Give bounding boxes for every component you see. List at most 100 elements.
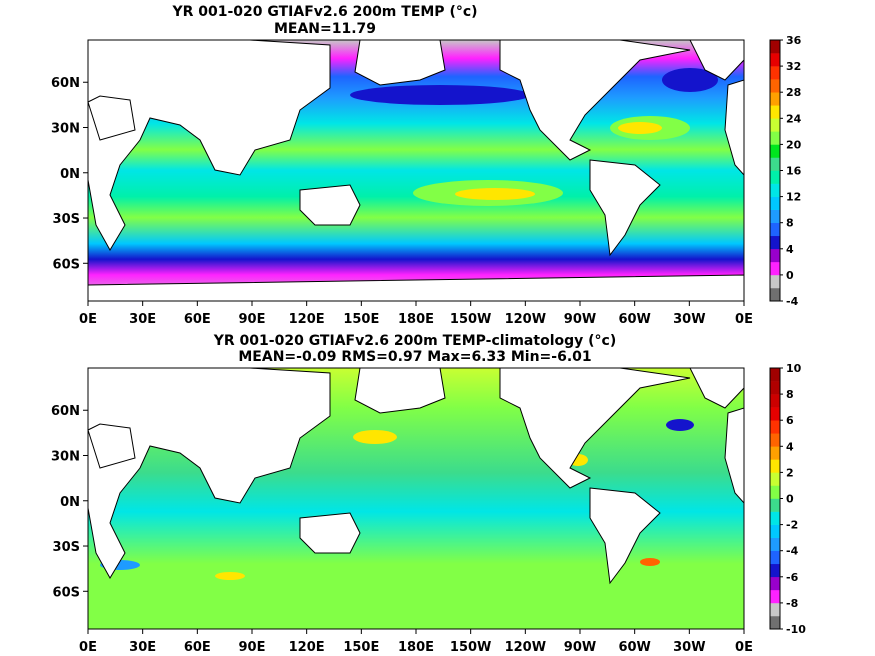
colorbar-swatch bbox=[770, 105, 780, 119]
colorbar-tick-label: 32 bbox=[786, 60, 801, 73]
colorbar-swatch bbox=[770, 394, 780, 408]
colorbar-swatch bbox=[770, 433, 780, 447]
colorbar-tick-label: 28 bbox=[786, 86, 801, 99]
colorbar-swatch bbox=[770, 235, 780, 250]
x-tick-label: 120E bbox=[289, 312, 325, 327]
panel-1-land bbox=[87, 39, 745, 302]
colorbar-swatch bbox=[770, 537, 780, 551]
panel-1: YR 001-020 GTIAFv2.6 200m TEMP (°c) MEAN… bbox=[51, 4, 802, 327]
colorbar-swatch bbox=[770, 446, 780, 460]
colorbar-tick-label: 0 bbox=[786, 493, 794, 506]
colorbar-tick-label: 4 bbox=[786, 440, 794, 453]
colorbar-swatch bbox=[770, 576, 780, 591]
colorbar-swatch bbox=[770, 170, 780, 184]
colorbar-tick-label: -4 bbox=[786, 545, 799, 558]
panel-1-cold-north-pacific bbox=[350, 85, 530, 105]
colorbar-swatch bbox=[770, 118, 780, 132]
colorbar-swatch bbox=[770, 53, 780, 67]
colorbar-swatch bbox=[770, 459, 780, 473]
panel-1-colorbar: 36 32 28 24 20 16 12 8 4 0 -4 bbox=[769, 34, 802, 308]
panel-2: YR 001-020 GTIAFv2.6 200m TEMP-climatolo… bbox=[51, 333, 806, 655]
x-tick-label: 120W bbox=[505, 312, 546, 327]
colorbar-tick-label: 24 bbox=[786, 112, 802, 125]
colorbar-swatch bbox=[770, 131, 780, 145]
colorbar-swatch bbox=[770, 511, 780, 525]
y-tick-label: 30S bbox=[53, 540, 80, 555]
panel-2-title: YR 001-020 GTIAFv2.6 200m TEMP-climatolo… bbox=[213, 333, 616, 349]
colorbar-tick-label: 2 bbox=[786, 466, 794, 479]
colorbar-swatch bbox=[770, 79, 780, 93]
colorbar-tick-label: 20 bbox=[786, 138, 802, 151]
x-tick-label: 90W bbox=[564, 640, 596, 655]
x-tick-label: 0E bbox=[735, 312, 753, 327]
colorbar-tick-label: -10 bbox=[786, 623, 806, 636]
panel-1-cold-labrador bbox=[662, 68, 718, 92]
panel-2-x-axis: 0E 30E 60E 90E 120E 150E 180E 150W 120W 90W 60W 30W… bbox=[79, 629, 753, 655]
x-tick-label: 60E bbox=[184, 312, 211, 327]
x-tick-label: 0E bbox=[79, 312, 97, 327]
colorbar-swatch bbox=[770, 209, 780, 223]
colorbar-swatch bbox=[770, 589, 780, 604]
colorbar-swatch bbox=[770, 144, 780, 158]
y-tick-label: 30S bbox=[53, 212, 80, 227]
panel-1-subtitle: MEAN=11.79 bbox=[274, 21, 376, 37]
colorbar-swatch bbox=[770, 66, 780, 80]
y-tick-label: 30N bbox=[51, 122, 80, 137]
x-tick-label: 90W bbox=[564, 312, 596, 327]
colorbar-swatch bbox=[770, 472, 780, 486]
colorbar-swatch bbox=[770, 222, 780, 237]
colorbar-swatch bbox=[770, 485, 780, 499]
x-tick-label: 0E bbox=[735, 640, 753, 655]
y-tick-label: 0N bbox=[60, 495, 80, 510]
colorbar-tick-label: 36 bbox=[786, 34, 802, 47]
colorbar-swatch bbox=[770, 274, 780, 289]
colorbar-swatch bbox=[770, 368, 780, 382]
x-tick-label: 180E bbox=[398, 640, 434, 655]
panel-2-pos-anomaly-south-atlantic bbox=[640, 558, 660, 566]
y-tick-label: 60N bbox=[51, 76, 80, 91]
colorbar-swatch bbox=[770, 407, 780, 421]
colorbar-tick-label: -2 bbox=[786, 519, 798, 532]
y-tick-label: 60N bbox=[51, 404, 80, 419]
colorbar-swatch bbox=[770, 498, 780, 512]
colorbar-swatch bbox=[770, 602, 780, 617]
colorbar-swatch bbox=[770, 196, 780, 210]
x-tick-label: 60W bbox=[618, 640, 650, 655]
colorbar-swatch bbox=[770, 261, 780, 276]
colorbar-swatch bbox=[770, 420, 780, 434]
y-tick-label: 60S bbox=[53, 257, 80, 272]
panel-2-colorbar: 10 8 6 4 2 0 -2 -4 -6 -8 -10 bbox=[769, 362, 806, 636]
colorbar-swatch bbox=[770, 550, 780, 565]
x-tick-label: 60W bbox=[618, 312, 650, 327]
panel-2-pos-anomaly-south-indian bbox=[215, 572, 245, 580]
colorbar-tick-label: 8 bbox=[786, 217, 794, 230]
panel-2-pos-anomaly-kuroshio bbox=[353, 430, 397, 444]
panel-1-title: YR 001-020 GTIAFv2.6 200m TEMP (°c) bbox=[171, 4, 477, 20]
panel-1-y-axis: 60N 30N 0N 30S 60S bbox=[51, 76, 88, 272]
x-tick-label: 150E bbox=[343, 312, 379, 327]
x-tick-label: 90E bbox=[239, 312, 266, 327]
panel-1-x-axis: 0E 30E 60E 90E 120E 150E 180E 150W 120W 90W 60W 30W… bbox=[79, 301, 753, 327]
colorbar-tick-label: -4 bbox=[786, 295, 799, 308]
panel-2-land bbox=[87, 367, 745, 585]
colorbar-swatch bbox=[770, 381, 780, 395]
panel-2-neg-anomaly-labrador bbox=[666, 419, 694, 431]
colorbar-tick-label: 8 bbox=[786, 388, 794, 401]
x-tick-label: 150E bbox=[343, 640, 379, 655]
x-tick-label: 90E bbox=[239, 640, 266, 655]
colorbar-tick-label: 16 bbox=[786, 165, 802, 178]
x-tick-label: 30W bbox=[673, 312, 705, 327]
colorbar-swatch bbox=[770, 563, 780, 578]
colorbar-swatch bbox=[770, 524, 780, 538]
x-tick-label: 150W bbox=[450, 640, 491, 655]
colorbar-tick-label: -8 bbox=[786, 597, 798, 610]
panel-2-y-axis: 60N 30N 0N 30S 60S bbox=[51, 404, 88, 600]
colorbar-swatch bbox=[770, 248, 780, 263]
colorbar-tick-label: 4 bbox=[786, 243, 794, 256]
x-tick-label: 30W bbox=[673, 640, 705, 655]
panel-2-subtitle: MEAN=-0.09 RMS=0.97 Max=6.33 Min=-6.01 bbox=[238, 349, 591, 365]
y-tick-label: 60S bbox=[53, 585, 80, 600]
x-tick-label: 60E bbox=[184, 640, 211, 655]
y-tick-label: 0N bbox=[60, 167, 80, 182]
